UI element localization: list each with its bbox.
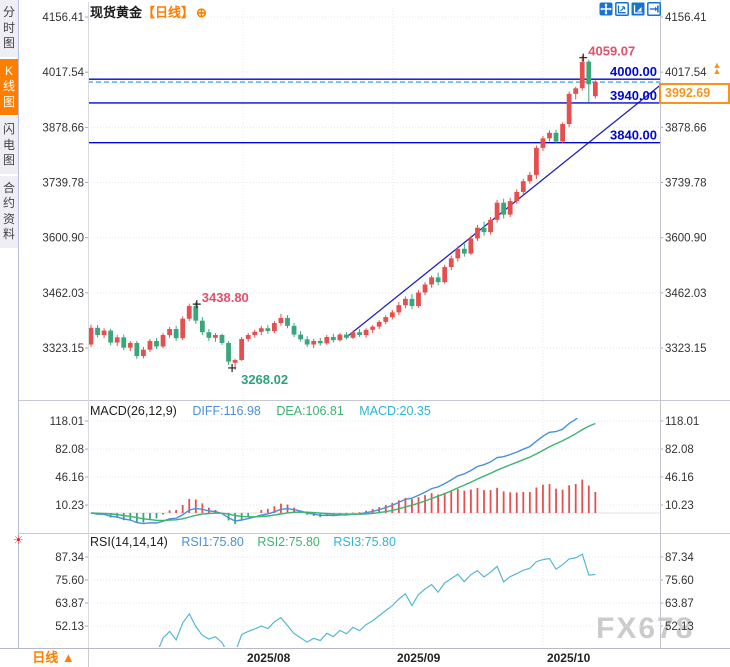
chart-title: 现货黄金【日线】 ⊕	[90, 2, 207, 21]
price-panel: 4059.07 3438.80 3268.02	[88, 44, 664, 387]
axis-zoom-flag-icon[interactable]	[631, 2, 645, 16]
svg-text:75.60: 75.60	[55, 575, 84, 587]
rsi3-value: RSI3:75.80	[333, 535, 396, 549]
sidebar: 分时图 K线图 闪电图 合约资料	[0, 0, 19, 648]
timeframe-selector[interactable]: 日线 ▲	[19, 649, 89, 667]
date-label-oct: 2025/10	[546, 651, 591, 665]
svg-text:3323.15: 3323.15	[665, 343, 707, 355]
svg-text:4017.54: 4017.54	[665, 67, 707, 79]
macd-value: MACD:20.35	[359, 404, 431, 418]
rsi-label-row: RSI(14,14,14) RSI1:75.80 RSI2:75.80 RSI3…	[90, 535, 396, 549]
macd-panel	[88, 418, 660, 525]
sidebar-tab-lightning[interactable]: 闪电图	[0, 117, 18, 174]
svg-text:4059.07: 4059.07	[588, 44, 635, 59]
sidebar-tab-timeline[interactable]: 分时图	[0, 0, 18, 57]
symbol-name: 现货黄金	[90, 5, 143, 20]
svg-text:10.23: 10.23	[55, 500, 84, 512]
timeframe-arrow: ▲	[61, 650, 75, 665]
svg-text:87.34: 87.34	[665, 552, 694, 564]
add-indicator-icon[interactable]: ⊕	[196, 5, 207, 20]
axis-labels: 4156.41 4156.41 4017.54 4017.54 3878.66 3878.…	[42, 12, 707, 633]
rsi2-value: RSI2:75.80	[257, 535, 320, 549]
svg-text:75.60: 75.60	[665, 575, 694, 587]
svg-text:3878.66: 3878.66	[665, 122, 707, 134]
rsi1-value: RSI1:75.80	[181, 535, 244, 549]
rsi-params-label: RSI(14,14,14)	[90, 535, 168, 549]
svg-text:3840.00: 3840.00	[610, 128, 657, 143]
macd-diff-value: DIFF:116.98	[192, 404, 261, 418]
indicator-settings-icon[interactable]: ☀	[13, 533, 24, 547]
svg-text:4017.54: 4017.54	[42, 67, 84, 79]
svg-text:3739.78: 3739.78	[665, 178, 707, 190]
svg-text:4000.00: 4000.00	[610, 64, 657, 79]
svg-text:3268.02: 3268.02	[241, 372, 288, 387]
svg-text:4156.41: 4156.41	[665, 12, 707, 24]
current-price-tag: 3992.69	[659, 83, 730, 105]
svg-text:82.08: 82.08	[55, 444, 84, 456]
svg-text:52.13: 52.13	[55, 621, 84, 633]
svg-text:63.87: 63.87	[55, 598, 84, 610]
svg-text:46.16: 46.16	[55, 472, 84, 484]
svg-text:4156.41: 4156.41	[42, 12, 84, 24]
svg-text:118.01: 118.01	[50, 416, 84, 428]
macd-label-row: MACD(26,12,9) DIFF:116.98 DEA:106.81 MAC…	[90, 404, 431, 418]
sidebar-tab-contract-info[interactable]: 合约资料	[0, 175, 18, 248]
svg-text:3600.90: 3600.90	[665, 233, 707, 245]
gridlines	[85, 8, 663, 652]
pan-right-icon[interactable]	[647, 2, 661, 16]
axis-zoom-in-icon[interactable]	[615, 2, 629, 16]
date-label-sep: 2025/09	[396, 651, 441, 665]
svg-text:87.34: 87.34	[55, 552, 84, 564]
svg-text:52.13: 52.13	[665, 621, 694, 633]
svg-text:3438.80: 3438.80	[202, 290, 249, 305]
bottom-axis-bar	[0, 648, 730, 667]
svg-text:3462.03: 3462.03	[42, 288, 84, 300]
svg-text:63.87: 63.87	[665, 598, 694, 610]
svg-text:46.16: 46.16	[665, 472, 694, 484]
timeframe-tag: 【日线】	[142, 5, 195, 20]
svg-text:3323.15: 3323.15	[42, 343, 84, 355]
svg-text:118.01: 118.01	[665, 416, 699, 428]
svg-text:3739.78: 3739.78	[42, 178, 84, 190]
rsi-panel	[149, 553, 596, 647]
timeframe-label: 日线	[32, 650, 59, 665]
svg-text:10.23: 10.23	[665, 500, 694, 512]
watermark: FX678	[596, 612, 695, 645]
svg-text:3878.66: 3878.66	[42, 122, 84, 134]
chart-toolbar	[599, 2, 661, 16]
scroll-to-latest-button[interactable]: ▲ ▲	[712, 60, 722, 77]
svg-text:3600.90: 3600.90	[42, 233, 84, 245]
date-label-aug: 2025/08	[246, 651, 291, 665]
sidebar-tab-kline[interactable]: K线图	[0, 58, 18, 115]
svg-text:82.08: 82.08	[665, 444, 694, 456]
svg-text:3940.00: 3940.00	[610, 88, 657, 103]
crosshair-move-icon[interactable]	[599, 2, 613, 16]
macd-dea-value: DEA:106.81	[276, 404, 344, 418]
macd-params-label: MACD(26,12,9)	[90, 404, 177, 418]
svg-text:3462.03: 3462.03	[665, 288, 707, 300]
